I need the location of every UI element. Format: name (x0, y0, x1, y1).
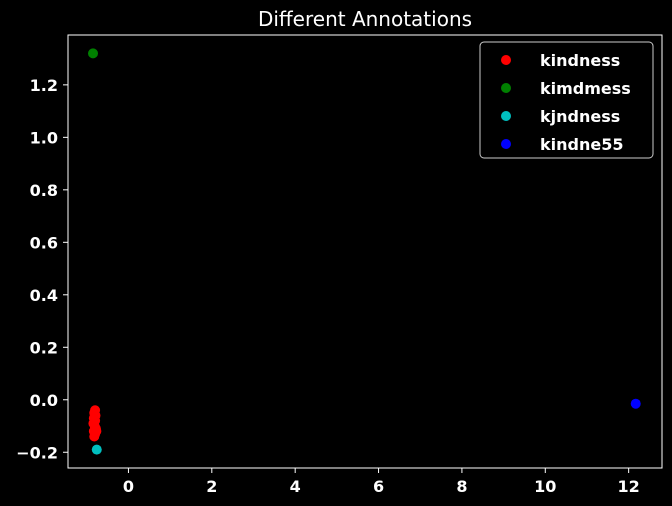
plot-frame (67, 34, 663, 469)
legend-label-kjndness: kjndness (540, 107, 620, 126)
legend-marker-kindne55 (501, 139, 511, 149)
data-points (88, 48, 641, 455)
x-tick-label: 0 (123, 477, 134, 496)
data-point-kindness (91, 426, 102, 437)
legend-marker-kjndness (501, 111, 511, 121)
x-tick-label: 10 (534, 477, 556, 496)
legend-marker-kimdmess (501, 83, 511, 93)
y-axis: −0.2 0.0 0.2 0.4 0.6 0.8 1.0 1.2 (16, 76, 68, 462)
y-tick-label: 0.2 (30, 338, 58, 357)
y-tick-label: 0.8 (30, 181, 58, 200)
legend-label-kimdmess: kimdmess (540, 79, 631, 98)
legend-label-kindne55: kindne55 (540, 135, 623, 154)
legend-label-kindness: kindness (540, 51, 620, 70)
legend: kindness kimdmess kjndness kindne55 (479, 41, 654, 159)
y-tick-label: 1.2 (30, 76, 58, 95)
legend-box (479, 41, 654, 159)
data-point-kindne55 (630, 398, 641, 409)
x-tick-label: 12 (618, 477, 640, 496)
y-tick-label: 1.0 (30, 128, 58, 147)
data-point-kjndness (91, 444, 102, 455)
legend-marker-kindness (501, 55, 511, 65)
plot-area (67, 34, 663, 469)
data-point-kimdmess (88, 48, 99, 59)
chart-title: Different Annotations (258, 7, 472, 31)
x-tick-label: 6 (373, 477, 384, 496)
x-tick-label: 4 (290, 477, 301, 496)
x-tick-label: 8 (456, 477, 467, 496)
x-tick-label: 2 (206, 477, 217, 496)
y-tick-label: −0.2 (16, 443, 58, 462)
x-axis: 0 2 4 6 8 10 12 (123, 468, 640, 496)
y-tick-label: 0.4 (30, 286, 58, 305)
y-tick-label: 0.0 (30, 391, 58, 410)
y-tick-label: 0.6 (30, 233, 58, 252)
